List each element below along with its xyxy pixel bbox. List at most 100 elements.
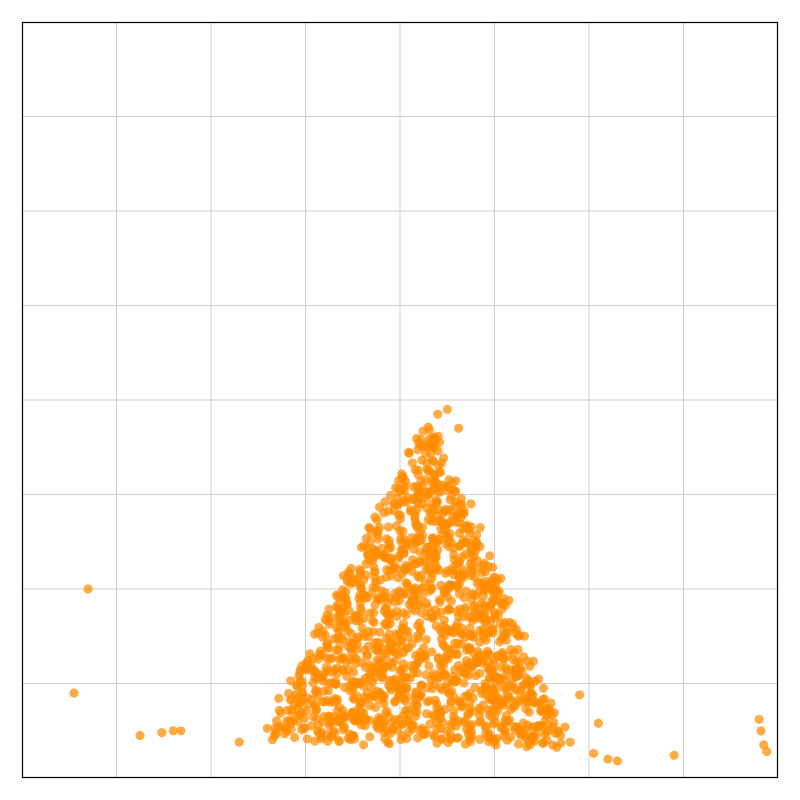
scatter-point [475, 625, 485, 635]
scatter-point [433, 652, 443, 663]
scatter-point [475, 523, 485, 533]
scatter-point [429, 437, 440, 447]
scatter-point [491, 684, 501, 694]
scatter-point [413, 470, 423, 480]
scatter-point [449, 706, 459, 716]
scatter-point [452, 510, 462, 520]
scatter-point [467, 561, 477, 571]
scatter-point [365, 732, 375, 742]
scatter-point [395, 534, 406, 544]
scatter-point [83, 584, 93, 594]
scatter-point [472, 610, 483, 620]
scatter-point [459, 668, 469, 678]
scatter-point [417, 499, 427, 509]
scatter-point [322, 730, 332, 740]
scatter-point [402, 682, 412, 692]
scatter-point [386, 645, 396, 655]
scatter-point [387, 662, 397, 672]
scatter-point [383, 506, 393, 516]
scatter-point [311, 706, 321, 716]
scatter-point [372, 655, 382, 665]
scatter-point [424, 425, 434, 435]
scatter-point [455, 556, 465, 567]
scatter-point [485, 551, 495, 561]
scatter-point [341, 587, 351, 597]
scatter-point [411, 519, 421, 529]
scatter-point [439, 621, 449, 631]
scatter-point [345, 680, 355, 690]
scatter-point [380, 588, 390, 598]
scatter-point [474, 710, 485, 720]
scatter-point [438, 518, 448, 528]
scatter-point [481, 635, 491, 645]
scatter-point [398, 545, 408, 556]
scatter-point [472, 530, 482, 540]
scatter-point [380, 497, 390, 507]
scatter-point [496, 573, 506, 584]
scatter-point [754, 714, 764, 725]
scatter-point [471, 671, 481, 681]
scatter-point [515, 696, 525, 707]
scatter-point [426, 516, 436, 526]
scatter-point [384, 675, 395, 686]
scatter-point [538, 738, 548, 749]
scatter-point [351, 616, 361, 626]
scatter-point [404, 643, 414, 653]
scatter-point [464, 643, 474, 654]
scatter-point [311, 667, 321, 677]
scatter-point [442, 404, 452, 414]
scatter-point [603, 754, 613, 764]
scatter-point [454, 572, 464, 582]
scatter-point [379, 691, 389, 701]
scatter-point [408, 720, 418, 730]
scatter-point [271, 729, 281, 739]
scatter-point [321, 662, 332, 672]
scatter-point [413, 733, 423, 743]
scatter-point [348, 730, 358, 741]
scatter-point [287, 694, 297, 704]
scatter-point [427, 613, 438, 623]
scatter-point [322, 695, 332, 706]
scatter-point [423, 563, 433, 573]
scatter-point [528, 690, 538, 700]
scatter-point [428, 455, 438, 465]
scatter-point [402, 492, 412, 502]
scatter-point [499, 696, 509, 706]
scatter-point [325, 654, 335, 664]
scatter-point [355, 590, 365, 600]
scatter-point [433, 409, 443, 419]
scatter-point [314, 622, 324, 632]
scatter-point [427, 508, 437, 518]
scatter-point [409, 700, 419, 710]
scatter-point [477, 688, 487, 699]
scatter-point [465, 629, 475, 639]
scatter-point [408, 482, 419, 492]
scatter-point [421, 598, 432, 608]
scatter-point [549, 708, 560, 718]
scatter-point [389, 498, 399, 509]
scatter-point [323, 686, 333, 696]
scatter-point [454, 423, 464, 433]
scatter-point [176, 726, 186, 736]
scatter-point [325, 718, 335, 728]
scatter-point [446, 491, 456, 502]
scatter-point [474, 717, 484, 727]
scatter-point [360, 714, 370, 724]
scatter-point [454, 541, 464, 552]
scatter-point [516, 685, 527, 695]
scatter-point [413, 445, 423, 455]
scatter-point [356, 582, 366, 592]
scatter-point [418, 481, 428, 492]
scatter-point [491, 697, 501, 707]
scatter-point [440, 481, 450, 491]
scatter-point [453, 583, 463, 593]
scatter-point [575, 690, 585, 700]
scatter-point [427, 647, 437, 657]
scatter-point [468, 661, 478, 671]
scatter-point [370, 573, 380, 583]
scatter-point [469, 603, 479, 613]
scatter-point [435, 661, 445, 671]
scatter-point [357, 658, 367, 668]
scatter-point [510, 668, 520, 678]
scatter-point [406, 661, 416, 671]
